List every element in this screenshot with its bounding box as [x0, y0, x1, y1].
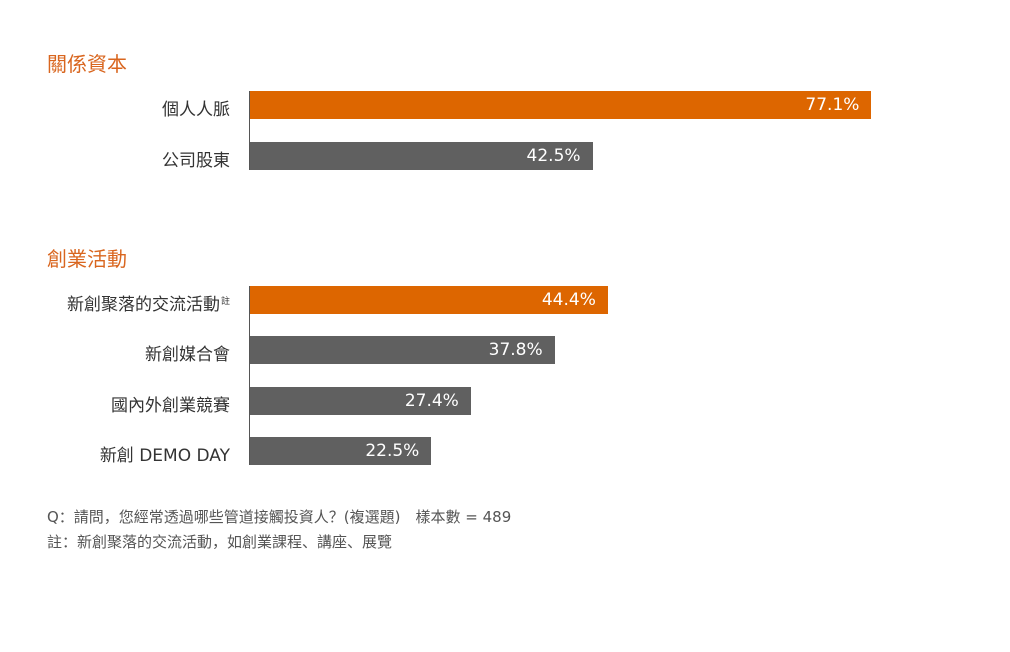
bar-value-startup-competitions: 27.4% [404, 391, 459, 411]
bar-label-startup-competitions: 國內外創業競賽 [111, 396, 230, 416]
axis-line-relationship [249, 91, 250, 170]
bar-label-company-shareholders: 公司股東 [162, 151, 230, 171]
bar-value-demo-day: 22.5% [365, 441, 420, 461]
bar-startup-competitions: 27.4% [250, 387, 471, 415]
footnote-mark: 註 [220, 297, 230, 307]
bar-company-shareholders: 42.5% [250, 142, 593, 170]
axis-line-activities [249, 286, 250, 465]
bar-label-startup-cluster-events-text: 新創聚落的交流活動 [66, 295, 220, 315]
bar-value-startup-cluster-events: 44.4% [541, 290, 596, 310]
bar-startup-matchmaking: 37.8% [250, 336, 555, 364]
bar-value-personal-network: 77.1% [805, 95, 860, 115]
section-title-relationship-capital: 關係資本 [47, 52, 127, 76]
section-title-startup-activities: 創業活動 [47, 247, 127, 271]
bar-label-startup-cluster-events: 新創聚落的交流活動註 [67, 290, 230, 315]
bar-label-startup-matchmaking: 新創媒合會 [145, 345, 230, 365]
bar-label-personal-network: 個人人脈 [162, 100, 230, 120]
bar-value-startup-matchmaking: 37.8% [488, 340, 543, 360]
bar-personal-network: 77.1% [250, 91, 872, 119]
bar-startup-cluster-events: 44.4% [250, 286, 608, 314]
question-note: Q：請問，您經常透過哪些管道接觸投資人？(複選題) 樣本數 = 489 [47, 508, 512, 526]
bar-demo-day: 22.5% [250, 437, 432, 465]
bar-value-company-shareholders: 42.5% [526, 146, 581, 166]
footnote: 註：新創聚落的交流活動，如創業課程、講座、展覽 [47, 533, 393, 551]
bar-label-demo-day: 新創 DEMO DAY [99, 446, 230, 466]
